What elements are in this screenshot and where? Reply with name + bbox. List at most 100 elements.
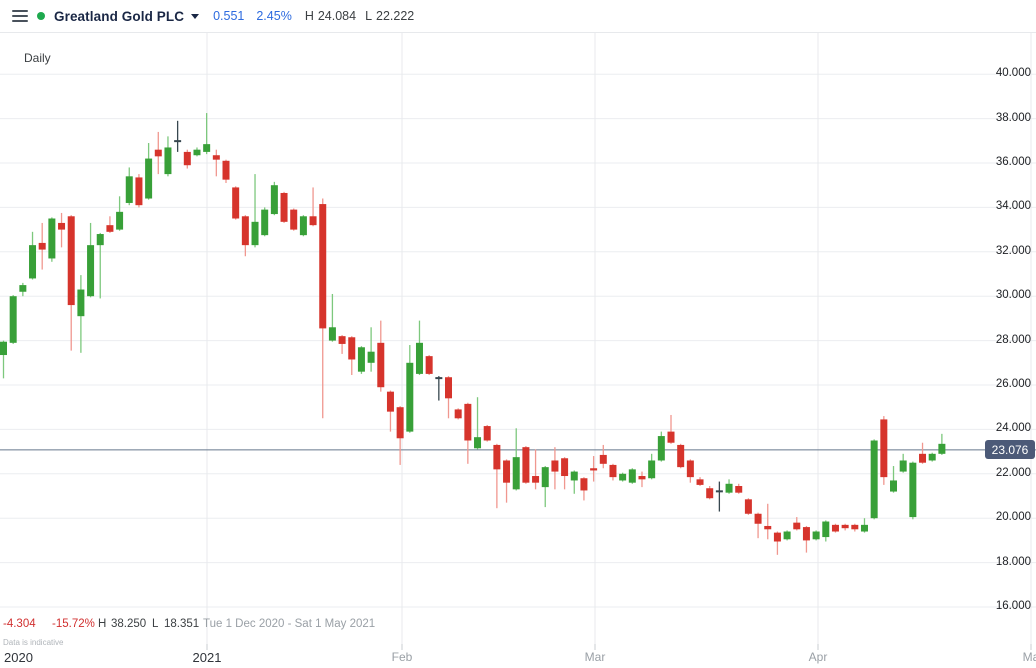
candle [870, 439, 878, 520]
candle [541, 466, 549, 508]
candle [599, 444, 607, 469]
chevron-down-icon [191, 14, 200, 19]
candle [783, 530, 791, 541]
y-axis-label: 20.000 [995, 511, 1031, 524]
hamburger-menu-icon[interactable] [12, 10, 28, 22]
candle [116, 196, 124, 231]
candle [328, 293, 336, 342]
candle [232, 186, 240, 220]
candle [338, 335, 346, 354]
candle [135, 174, 143, 208]
candle [841, 523, 849, 531]
candle [532, 449, 540, 490]
candle [503, 459, 511, 503]
candle [435, 376, 443, 401]
candle [561, 457, 569, 490]
y-axis-label: 32.000 [995, 244, 1031, 257]
quote-change-percent: 2.45% [256, 9, 292, 23]
candle [67, 215, 75, 351]
current-price-badge: 23.076 [985, 440, 1035, 459]
candle [125, 167, 133, 206]
candle [261, 207, 269, 237]
candle [657, 431, 665, 462]
candle [367, 327, 375, 372]
candle [251, 174, 259, 248]
candle [58, 212, 66, 248]
candle [483, 424, 491, 442]
instrument-selector[interactable]: Greatland Gold PLC [37, 8, 200, 24]
candle [406, 345, 414, 433]
candle [831, 523, 839, 533]
candle [890, 466, 898, 493]
candlestick-series [0, 113, 946, 555]
y-axis-label: 16.000 [995, 600, 1031, 612]
candle [619, 472, 627, 482]
candle [899, 453, 907, 473]
period-high-label: H [98, 618, 107, 630]
y-axis-label: 40.000 [995, 67, 1031, 80]
y-axis-label: 28.000 [995, 333, 1031, 346]
candle [280, 191, 288, 223]
x-axis-label: Apr [808, 650, 828, 664]
candle [909, 461, 917, 520]
candle [715, 481, 723, 512]
candle [493, 443, 501, 509]
candle [348, 336, 356, 376]
candle [928, 452, 936, 462]
candle [290, 208, 298, 231]
candle [464, 402, 472, 464]
candle [860, 518, 868, 533]
candle [938, 433, 946, 455]
candle [87, 222, 95, 298]
y-axis-label: 18.000 [995, 555, 1031, 568]
candle [580, 477, 588, 501]
y-axis-label: 24.000 [995, 422, 1031, 435]
candle [193, 147, 201, 157]
candle [677, 443, 685, 469]
candle [29, 231, 37, 280]
candle [386, 390, 394, 432]
candle [667, 414, 675, 444]
candle [9, 295, 17, 344]
candle [154, 131, 162, 175]
candle [474, 397, 482, 450]
candle [19, 282, 27, 297]
candle [609, 463, 617, 481]
candle [357, 346, 365, 374]
candle [270, 181, 278, 216]
candle [106, 216, 114, 233]
candle [793, 517, 801, 531]
market-open-dot-icon [37, 12, 45, 20]
x-axis-label: Mar [584, 650, 606, 664]
candle [812, 530, 820, 541]
y-axis-label: 26.000 [995, 378, 1031, 390]
candle [96, 232, 104, 299]
candle [725, 479, 733, 494]
candle [425, 355, 433, 376]
interval-selector[interactable]: Daily [24, 51, 51, 65]
x-axis-label: Ma [1022, 650, 1036, 664]
candle [735, 483, 743, 494]
instrument-name: Greatland Gold PLC [54, 8, 185, 24]
candle [0, 340, 7, 379]
x-axis-label: 2021 [192, 650, 222, 665]
candle [590, 456, 598, 482]
candle [754, 512, 762, 539]
candle [415, 320, 423, 376]
candle [686, 459, 694, 483]
y-axis-label: 38.000 [995, 111, 1031, 124]
quote-change-value: 0.551 [213, 9, 245, 23]
period-change-value: -4.304 [3, 618, 36, 630]
candle [183, 149, 191, 169]
period-date-range: Tue 1 Dec 2020 - Sat 1 May 2021 [203, 618, 376, 630]
candle [880, 416, 888, 485]
candle [822, 520, 830, 542]
top-bar: Greatland Gold PLC 0.551 2.45% H 24.084 … [0, 0, 1036, 33]
period-high-value: 38.250 [111, 618, 147, 630]
candle [48, 217, 56, 262]
candle [512, 428, 520, 491]
session-high-label: H [304, 9, 314, 23]
candle [919, 442, 927, 464]
